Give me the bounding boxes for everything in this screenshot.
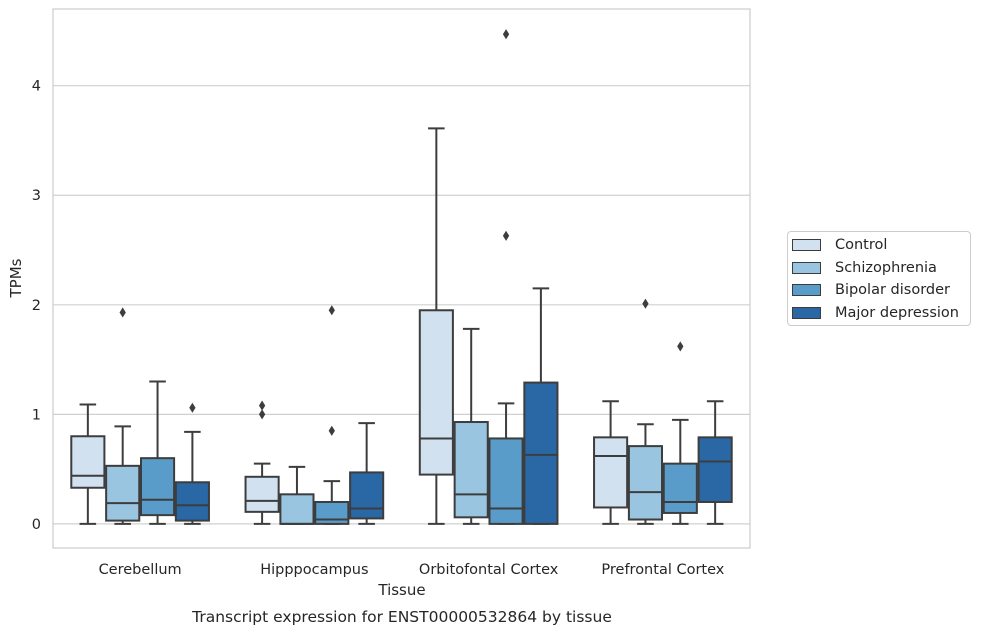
box-body <box>523 381 559 525</box>
outlier-point <box>258 409 266 420</box>
y-tick-label: 1 <box>32 407 41 423</box>
box-body <box>279 493 315 525</box>
legend-item: Major depression <box>792 304 959 322</box>
box-body <box>593 436 629 509</box>
legend-item: Bipolar disorder <box>792 281 950 299</box>
legend-item: Schizophrenia <box>792 259 937 277</box>
box-body <box>244 475 280 513</box>
box <box>174 402 210 525</box>
box <box>279 465 315 525</box>
box-body <box>697 436 733 503</box>
outlier-point <box>328 305 335 316</box>
chart-title: Transcript expression for ENST0000053286… <box>191 608 612 626</box>
outlier-point <box>642 298 649 309</box>
box <box>139 380 176 525</box>
box-body <box>662 462 698 514</box>
box <box>105 307 141 525</box>
box <box>627 298 664 525</box>
outlier-point <box>189 402 196 413</box>
y-tick-labels: 0 1 2 3 4 <box>32 79 41 533</box>
x-axis-label: Tissue <box>377 581 425 599</box>
outlier-point <box>258 400 266 411</box>
box-body <box>105 464 141 522</box>
outlier-point <box>677 341 684 352</box>
legend-swatch <box>792 261 821 274</box>
plot-frame <box>52 8 751 549</box>
box <box>453 327 489 525</box>
legend: Control Schizophrenia Bipolar disorder Majo… <box>787 231 971 326</box>
legend-swatch <box>792 284 821 296</box>
box-body <box>349 471 385 520</box>
box-body <box>453 421 489 519</box>
y-tick-label: 3 <box>32 188 41 204</box>
box-body <box>627 445 664 521</box>
box-body <box>314 500 350 525</box>
box-body <box>418 309 454 476</box>
legend-swatch <box>792 306 821 319</box>
legend-swatch <box>792 239 821 251</box>
box-body <box>488 437 524 525</box>
box <box>523 287 559 525</box>
legend-item: Control <box>792 236 887 254</box>
x-tick-label: Prefrontal Cortex <box>601 562 724 578</box>
box <box>349 422 385 525</box>
box <box>697 400 733 525</box>
box <box>488 29 524 525</box>
outlier-point <box>328 425 335 436</box>
box-body <box>70 435 106 489</box>
outlier-point <box>502 29 510 40</box>
legend-label: Control <box>835 237 888 253</box>
box-body <box>174 481 210 522</box>
legend-label: Bipolar disorder <box>835 282 950 298</box>
box-body <box>139 457 176 517</box>
y-tick-label: 4 <box>32 79 41 95</box>
box <box>662 341 698 525</box>
box <box>314 305 350 525</box>
gridlines <box>53 85 750 525</box>
x-tick-label: Orbitofontal Cortex <box>419 562 559 578</box>
x-tick-label: Hipppocampus <box>260 562 368 578</box>
outlier-point <box>502 230 510 241</box>
y-tick-label: 0 <box>32 517 41 533</box>
legend-label: Major depression <box>835 304 959 321</box>
x-tick-label: Cerebellum <box>99 562 182 578</box>
y-axis-label: TPMs <box>7 258 25 298</box>
y-tick-label: 2 <box>32 298 41 314</box>
boxes <box>70 29 733 525</box>
legend-label: Schizophrenia <box>835 259 937 276</box>
box <box>418 127 454 525</box>
box <box>593 400 629 525</box>
outlier-point <box>119 307 126 318</box>
box <box>244 400 280 525</box>
x-tick-labels: Cerebellum Hipppocampus Orbitofontal Corte… <box>99 562 725 578</box>
box <box>70 403 106 525</box>
